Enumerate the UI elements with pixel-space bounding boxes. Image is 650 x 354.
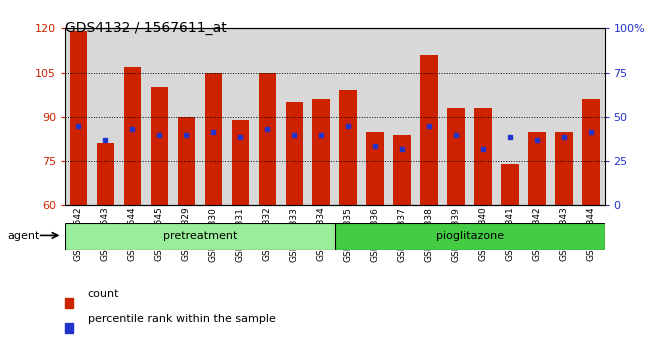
Bar [124, 67, 141, 205]
Bar [65, 223, 335, 250]
Bar [367, 132, 384, 205]
Text: count: count [88, 289, 119, 299]
Bar [97, 143, 114, 205]
Bar [528, 132, 546, 205]
Bar [285, 102, 303, 205]
Text: percentile rank within the sample: percentile rank within the sample [88, 314, 276, 324]
Bar [313, 99, 330, 205]
Bar [421, 55, 438, 205]
Bar [177, 117, 195, 205]
Text: pretreatment: pretreatment [162, 231, 237, 241]
Bar [339, 90, 357, 205]
Bar [393, 135, 411, 205]
Bar [231, 120, 249, 205]
Bar [501, 164, 519, 205]
Text: pioglitazone: pioglitazone [436, 231, 504, 241]
Text: agent: agent [8, 231, 40, 241]
Bar [151, 87, 168, 205]
Bar [447, 108, 465, 205]
Bar [205, 73, 222, 205]
Bar [70, 31, 87, 205]
Bar [555, 132, 573, 205]
Bar [582, 99, 600, 205]
Text: GDS4132 / 1567611_at: GDS4132 / 1567611_at [65, 21, 227, 35]
Bar [259, 73, 276, 205]
Bar [335, 223, 604, 250]
Bar [474, 108, 492, 205]
